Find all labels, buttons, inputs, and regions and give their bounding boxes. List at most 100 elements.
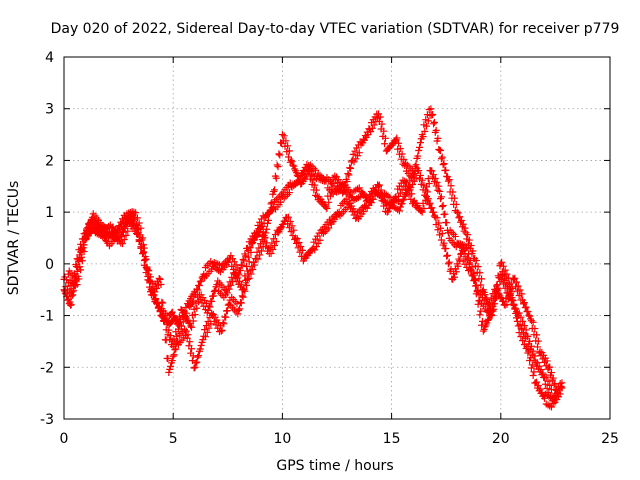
data-point: [133, 225, 141, 233]
data-point: [419, 133, 427, 141]
data-point: [508, 284, 516, 292]
data-point: [414, 152, 422, 160]
data-point: [525, 311, 533, 319]
data-point: [191, 363, 199, 371]
data-point: [196, 278, 204, 286]
data-point: [323, 205, 331, 213]
data-point: [467, 242, 475, 250]
data-point: [227, 281, 235, 289]
data-point: [425, 180, 433, 188]
data-point: [434, 186, 442, 194]
data-point: [155, 303, 163, 311]
data-point: [429, 110, 437, 118]
data-point: [197, 341, 205, 349]
data-point: [266, 207, 274, 215]
data-point: [181, 326, 189, 334]
data-point: [153, 300, 161, 308]
data-point: [415, 167, 423, 175]
data-point: [287, 156, 295, 164]
data-point: [539, 369, 547, 377]
data-point: [189, 317, 197, 325]
data-point: [498, 258, 506, 266]
data-point: [467, 267, 475, 275]
data-point: [250, 261, 258, 269]
data-point: [137, 224, 145, 232]
data-point: [465, 236, 473, 244]
data-point: [513, 314, 521, 322]
data-point: [430, 171, 438, 179]
y-axis-label: SDTVAR / TECUs: [6, 181, 22, 296]
data-point: [268, 198, 276, 206]
data-point: [445, 176, 453, 184]
data-point: [347, 188, 355, 196]
data-point: [527, 354, 535, 362]
data-point: [165, 326, 173, 334]
data-point: [423, 122, 431, 130]
data-point: [474, 300, 482, 308]
data-point: [511, 274, 519, 282]
data-point: [288, 222, 296, 230]
data-point: [175, 313, 183, 321]
data-point: [135, 219, 143, 227]
data-point: [141, 256, 149, 264]
data-point: [341, 184, 349, 192]
data-point: [474, 263, 482, 271]
data-point: [478, 317, 486, 325]
data-point: [424, 175, 432, 183]
data-point: [244, 253, 252, 261]
data-point: [465, 259, 473, 267]
data-point: [386, 193, 394, 201]
data-point: [503, 300, 511, 308]
data-point: [416, 143, 424, 151]
x-tick-label: 25: [601, 431, 619, 447]
data-point: [73, 267, 81, 275]
data-point: [453, 208, 461, 216]
data-point: [518, 290, 526, 298]
data-point: [309, 176, 317, 184]
data-point: [462, 229, 470, 237]
data-point: [156, 275, 164, 283]
data-point: [238, 261, 246, 269]
data-point: [267, 250, 275, 258]
data-point: [278, 131, 286, 139]
data-point: [531, 352, 539, 360]
data-point: [288, 158, 296, 166]
data-point: [395, 139, 403, 147]
data-point: [524, 308, 532, 316]
data-point: [531, 325, 539, 333]
data-point: [195, 282, 203, 290]
data-point: [420, 205, 428, 213]
data-point: [430, 118, 438, 126]
data-point: [90, 224, 98, 232]
data-point: [208, 297, 216, 305]
y-tick-label: -3: [40, 412, 54, 428]
data-point: [543, 357, 551, 365]
data-point: [345, 171, 353, 179]
data-point: [272, 174, 280, 182]
data-point: [443, 219, 451, 227]
data-point: [344, 170, 352, 178]
data-point: [149, 291, 157, 299]
data-point: [247, 248, 255, 256]
data-point: [165, 368, 173, 376]
data-point: [167, 332, 175, 340]
data-point: [427, 105, 435, 113]
data-point: [316, 236, 324, 244]
data-point: [444, 177, 452, 185]
data-point: [492, 286, 500, 294]
x-tick-label: 15: [383, 431, 401, 447]
data-point: [77, 253, 85, 261]
data-point: [286, 217, 294, 225]
data-point: [355, 149, 363, 157]
data-marks: [60, 105, 566, 411]
data-point: [257, 224, 265, 232]
data-point: [307, 171, 315, 179]
data-point: [295, 239, 303, 247]
data-point: [241, 272, 249, 280]
data-point: [174, 325, 182, 333]
data-point: [444, 260, 452, 268]
data-point: [167, 362, 175, 370]
data-point: [161, 315, 169, 323]
data-point: [454, 209, 462, 217]
data-point: [275, 150, 283, 158]
